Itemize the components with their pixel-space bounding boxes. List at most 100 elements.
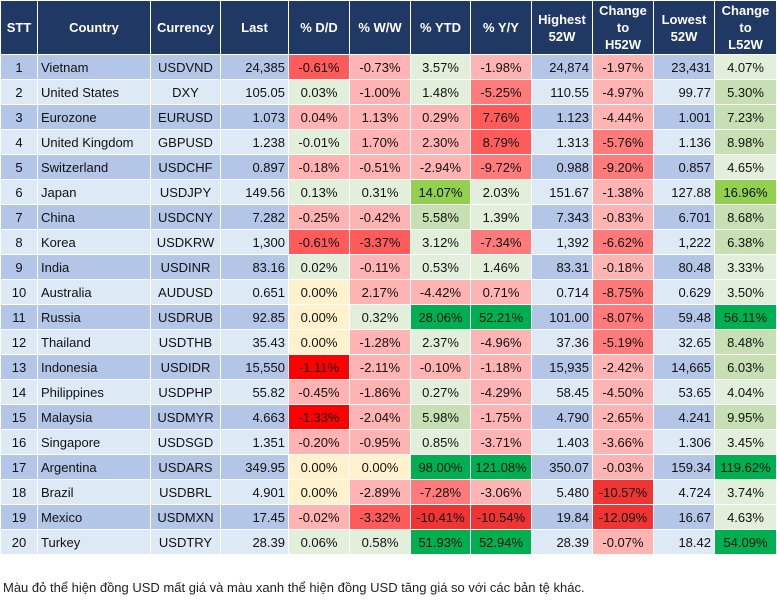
table-row: 13 Indonesia USDIDR 15,550 -1.11% -2.11% -0.10… — [0, 354, 777, 380]
cell-highest-52w: 37.36 — [531, 329, 593, 355]
cell-highest-52w: 350.07 — [531, 454, 593, 480]
cell-currency: USDBRL — [150, 479, 221, 505]
cell-change-to-h52w: -5.76% — [592, 129, 654, 155]
cell-pct-dd: -0.18% — [288, 154, 350, 180]
cell-change-to-l52w: 6.38% — [714, 229, 777, 255]
cell-change-to-l52w: 3.74% — [714, 479, 777, 505]
header-country: Country — [37, 0, 151, 55]
cell-pct-dd: 0.13% — [288, 179, 350, 205]
cell-pct-yy: 8.79% — [470, 129, 532, 155]
footnote: Màu đỏ thể hiện đồng USD mất giá và màu … — [3, 580, 585, 595]
table-row: 5 Switzerland USDCHF 0.897 -0.18% -0.51% -2.94… — [0, 154, 777, 180]
cell-pct-ytd: 2.30% — [410, 129, 471, 155]
cell-pct-dd: 0.04% — [288, 104, 350, 130]
cell-pct-ww: 1.13% — [349, 104, 411, 130]
cell-pct-dd: 0.00% — [288, 479, 350, 505]
cell-pct-dd: -0.20% — [288, 429, 350, 455]
cell-change-to-l52w: 56.11% — [714, 304, 777, 330]
cell-highest-52w: 1,392 — [531, 229, 593, 255]
cell-last: 1,300 — [220, 229, 289, 255]
table-row: 2 United States DXY 105.05 0.03% -1.00% 1.48% -… — [0, 79, 777, 105]
cell-pct-yy: 52.94% — [470, 529, 532, 555]
cell-change-to-h52w: -8.75% — [592, 279, 654, 305]
cell-pct-dd: -0.01% — [288, 129, 350, 155]
cell-pct-ytd: 1.48% — [410, 79, 471, 105]
cell-lowest-52w: 0.629 — [653, 279, 715, 305]
header-pct-dd: % D/D — [288, 0, 350, 55]
cell-change-to-l52w: 4.07% — [714, 54, 777, 80]
table-row: 14 Philippines USDPHP 55.82 -0.45% -1.86% 0.27… — [0, 379, 777, 405]
cell-highest-52w: 1.313 — [531, 129, 593, 155]
cell-lowest-52w: 16.67 — [653, 504, 715, 530]
cell-pct-dd: 0.00% — [288, 279, 350, 305]
cell-change-to-h52w: -6.62% — [592, 229, 654, 255]
cell-pct-ww: -1.28% — [349, 329, 411, 355]
cell-pct-dd: -0.61% — [288, 54, 350, 80]
cell-last: 28.39 — [220, 529, 289, 555]
cell-country: Turkey — [37, 529, 151, 555]
cell-pct-ytd: 3.57% — [410, 54, 471, 80]
cell-change-to-h52w: -0.07% — [592, 529, 654, 555]
cell-last: 4.901 — [220, 479, 289, 505]
table-row: 1 Vietnam USDVND 24,385 -0.61% -0.73% 3.57% -1.… — [0, 54, 777, 80]
cell-currency: USDVND — [150, 54, 221, 80]
cell-pct-ytd: -10.41% — [410, 504, 471, 530]
cell-currency: EURUSD — [150, 104, 221, 130]
cell-currency: USDINR — [150, 254, 221, 280]
cell-country: United Kingdom — [37, 129, 151, 155]
cell-lowest-52w: 99.77 — [653, 79, 715, 105]
cell-currency: USDCNY — [150, 204, 221, 230]
cell-lowest-52w: 53.65 — [653, 379, 715, 405]
cell-last: 0.897 — [220, 154, 289, 180]
cell-pct-yy: -4.96% — [470, 329, 532, 355]
cell-change-to-l52w: 9.95% — [714, 404, 777, 430]
header-highest-52w: Highest 52W — [531, 0, 593, 55]
cell-country: Brazil — [37, 479, 151, 505]
cell-pct-dd: -1.33% — [288, 404, 350, 430]
cell-highest-52w: 28.39 — [531, 529, 593, 555]
table-row: 11 Russia USDRUB 92.85 0.00% 0.32% 28.06% 52.21… — [0, 304, 777, 330]
cell-highest-52w: 1.123 — [531, 104, 593, 130]
cell-pct-yy: -7.34% — [470, 229, 532, 255]
cell-pct-dd: -0.61% — [288, 229, 350, 255]
table-row: 7 China USDCNY 7.282 -0.25% -0.42% 5.58% 1.39% 7… — [0, 204, 777, 230]
cell-highest-52w: 15,935 — [531, 354, 593, 380]
cell-pct-yy: 2.03% — [470, 179, 532, 205]
cell-last: 1.238 — [220, 129, 289, 155]
cell-pct-ytd: 5.58% — [410, 204, 471, 230]
table-row: 12 Thailand USDTHB 35.43 0.00% -1.28% 2.37% -4.… — [0, 329, 777, 355]
cell-stt: 8 — [0, 229, 38, 255]
cell-currency: USDRUB — [150, 304, 221, 330]
cell-change-to-h52w: -1.38% — [592, 179, 654, 205]
cell-last: 15,550 — [220, 354, 289, 380]
cell-highest-52w: 7.343 — [531, 204, 593, 230]
cell-currency: USDMXN — [150, 504, 221, 530]
cell-pct-ww: -2.04% — [349, 404, 411, 430]
cell-highest-52w: 110.55 — [531, 79, 593, 105]
cell-currency: USDTRY — [150, 529, 221, 555]
cell-pct-yy: -1.98% — [470, 54, 532, 80]
header-change-to-h52w: Change to H52W — [592, 0, 654, 55]
cell-pct-ww: 0.00% — [349, 454, 411, 480]
currency-table: STT Country Currency Last% D/D% W/W% YTD% Y… — [0, 0, 777, 555]
cell-currency: USDSGD — [150, 429, 221, 455]
header-pct-ww: % W/W — [349, 0, 411, 55]
cell-stt: 10 — [0, 279, 38, 305]
table-row: 15 Malaysia USDMYR 4.663 -1.33% -2.04% 5.98% -1… — [0, 404, 777, 430]
header-last: Last — [220, 0, 289, 55]
cell-highest-52w: 58.45 — [531, 379, 593, 405]
cell-highest-52w: 0.988 — [531, 154, 593, 180]
cell-lowest-52w: 14,665 — [653, 354, 715, 380]
cell-country: Japan — [37, 179, 151, 205]
cell-change-to-l52w: 8.48% — [714, 329, 777, 355]
cell-last: 17.45 — [220, 504, 289, 530]
cell-currency: USDIDR — [150, 354, 221, 380]
cell-change-to-h52w: -2.65% — [592, 404, 654, 430]
cell-lowest-52w: 80.48 — [653, 254, 715, 280]
cell-country: China — [37, 204, 151, 230]
cell-pct-yy: -10.54% — [470, 504, 532, 530]
cell-stt: 1 — [0, 54, 38, 80]
cell-currency: USDMYR — [150, 404, 221, 430]
cell-change-to-h52w: -9.20% — [592, 154, 654, 180]
cell-pct-yy: -1.75% — [470, 404, 532, 430]
